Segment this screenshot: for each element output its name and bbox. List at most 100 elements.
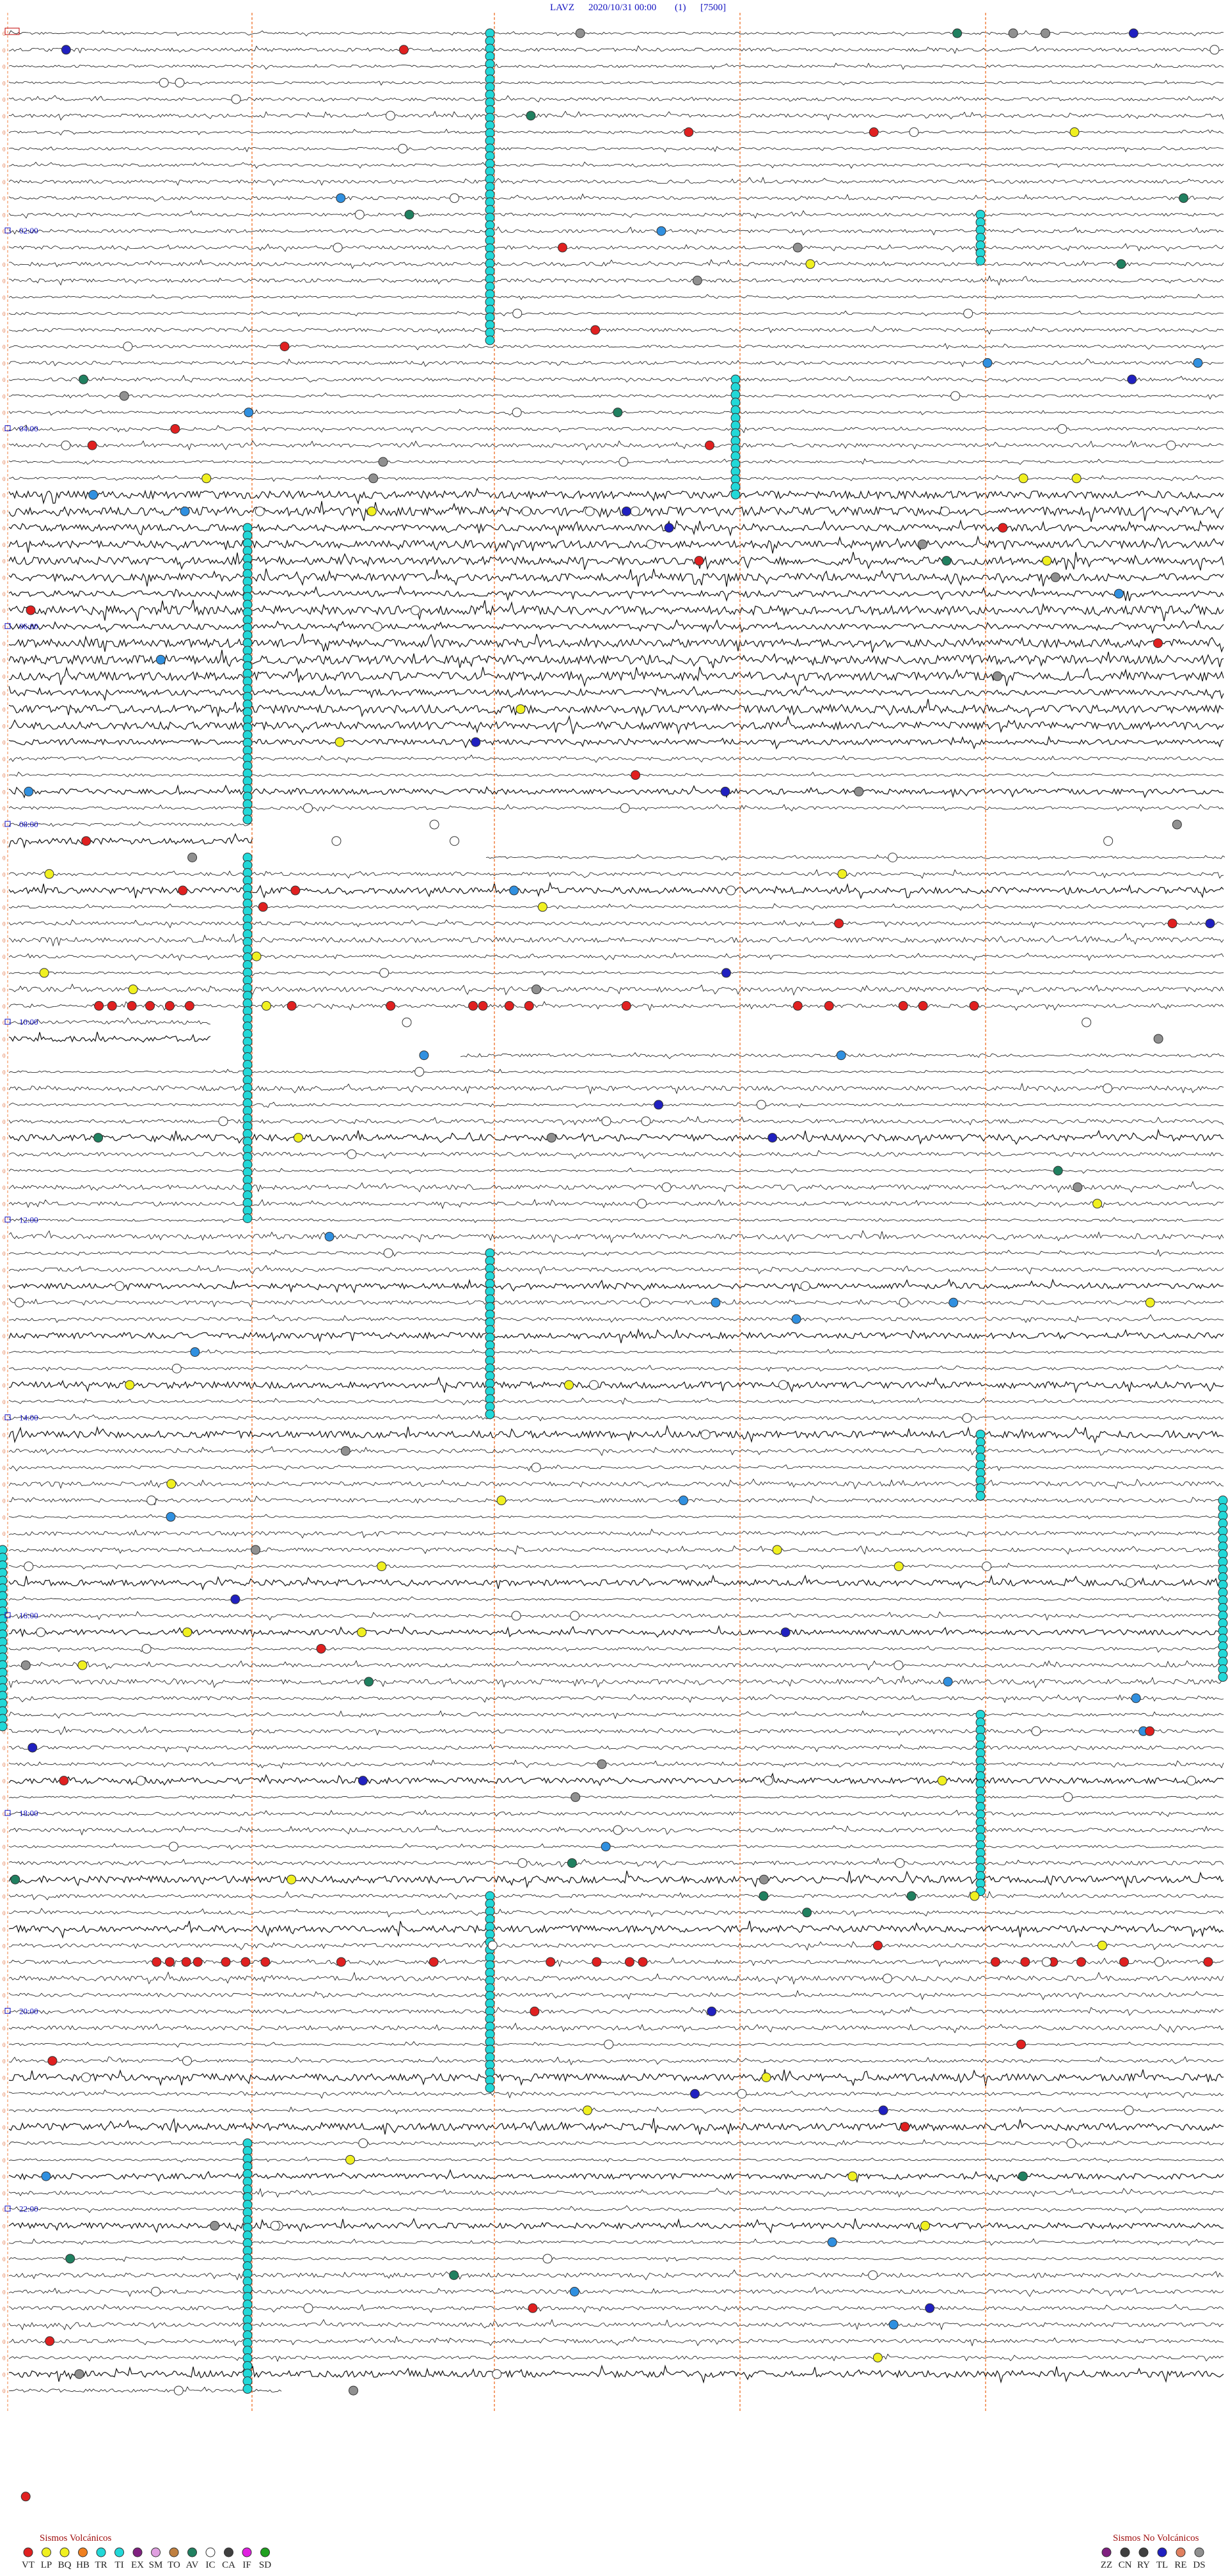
trace — [8, 129, 1224, 136]
hour-label: 20:00 — [19, 2006, 38, 2016]
event — [1076, 1957, 1087, 1967]
trace — [8, 2106, 1224, 2115]
legend-marker — [151, 2547, 161, 2557]
event — [583, 2105, 593, 2115]
legend-marker — [187, 2547, 197, 2557]
row-mark: 0 — [3, 1168, 6, 1174]
event — [546, 1133, 556, 1143]
row-mark: 0 — [3, 1432, 6, 1438]
trace — [8, 1180, 1224, 1194]
event — [654, 1100, 664, 1110]
event — [94, 1000, 104, 1011]
row-mark: 0 — [3, 47, 6, 54]
events — [0, 28, 1228, 2502]
legend-label: EX — [131, 2560, 144, 2570]
event — [1008, 28, 1018, 38]
event — [87, 440, 97, 450]
event — [517, 1858, 528, 1868]
row-mark: 0 — [3, 459, 6, 466]
trace — [8, 1971, 1224, 1985]
trace — [8, 1116, 1224, 1126]
trace — [8, 392, 1224, 400]
legend-label: TR — [95, 2560, 107, 2570]
trace — [8, 1710, 1224, 1719]
event — [575, 28, 585, 38]
event — [1116, 259, 1126, 269]
row-mark: 0 — [3, 871, 6, 878]
event — [1119, 1957, 1130, 1967]
row-mark: 0 — [3, 789, 6, 795]
hour-labels: 02:00 04:00 06:00 08:00 10:00 12:00 14:00 16:00… — [4, 28, 38, 2214]
event — [303, 2303, 313, 2313]
event — [512, 308, 523, 319]
event — [152, 1957, 162, 1967]
trace — [8, 585, 1224, 602]
legend-marker — [1138, 2547, 1149, 2557]
hour-label: 08:00 — [19, 819, 38, 829]
event — [379, 968, 390, 978]
legend-marker — [260, 2547, 270, 2557]
row-mark: 0 — [3, 1498, 6, 1505]
legend-label: DS — [1193, 2560, 1205, 2570]
trace — [8, 1809, 1224, 1817]
trace — [8, 487, 1224, 505]
trace — [8, 79, 1224, 86]
event — [1186, 1776, 1197, 1786]
event — [125, 1380, 135, 1390]
event — [485, 1409, 495, 1419]
event — [468, 1000, 478, 1011]
event — [950, 391, 961, 401]
trace — [8, 2256, 1224, 2263]
event — [567, 1858, 577, 1868]
row-mark: 0 — [3, 723, 6, 729]
hour-box — [4, 425, 11, 431]
row-mark: 0 — [3, 558, 6, 565]
event — [79, 374, 89, 384]
row-mark: 0 — [3, 1350, 6, 1356]
event — [24, 1561, 34, 1572]
event — [982, 358, 993, 368]
row-mark: 0 — [3, 245, 6, 251]
event — [952, 28, 963, 38]
event — [287, 1000, 297, 1011]
trace — [8, 310, 1224, 317]
event — [918, 1000, 928, 1011]
event — [368, 473, 379, 484]
trace — [8, 2335, 1224, 2347]
trace — [8, 535, 1224, 554]
event — [372, 622, 382, 632]
row-mark: 0 — [3, 80, 6, 86]
event — [287, 1874, 297, 1885]
event — [114, 1281, 125, 1292]
row-mark: 0 — [3, 937, 6, 944]
event — [270, 2220, 280, 2231]
event — [537, 902, 547, 912]
event — [136, 1776, 146, 1786]
event — [621, 1000, 631, 1011]
row-mark: 0 — [3, 1531, 6, 1537]
trace — [8, 2169, 1224, 2183]
hour-box — [4, 2007, 11, 2014]
row-mark: 0 — [3, 31, 6, 37]
row-mark: 0 — [3, 212, 6, 218]
event — [151, 2286, 161, 2296]
event — [622, 506, 632, 516]
trace — [8, 1265, 1224, 1275]
row-mark: 0 — [3, 1778, 6, 1785]
event — [585, 506, 595, 516]
event — [899, 1297, 909, 1308]
row-mark: 0 — [3, 542, 6, 548]
row-mark: 0 — [3, 970, 6, 977]
trace — [8, 95, 1224, 102]
row-mark: 0 — [3, 2058, 6, 2065]
row-mark: 0 — [3, 888, 6, 894]
event — [949, 1297, 959, 1308]
row-mark: 0 — [3, 393, 6, 400]
row-mark: 0 — [3, 905, 6, 911]
row-mark: 0 — [3, 1811, 6, 1817]
event — [937, 1776, 947, 1786]
trace — [8, 1102, 1224, 1109]
legend-label: RY — [1137, 2560, 1150, 2570]
trace — [8, 1744, 1224, 1753]
trace — [8, 275, 1224, 286]
